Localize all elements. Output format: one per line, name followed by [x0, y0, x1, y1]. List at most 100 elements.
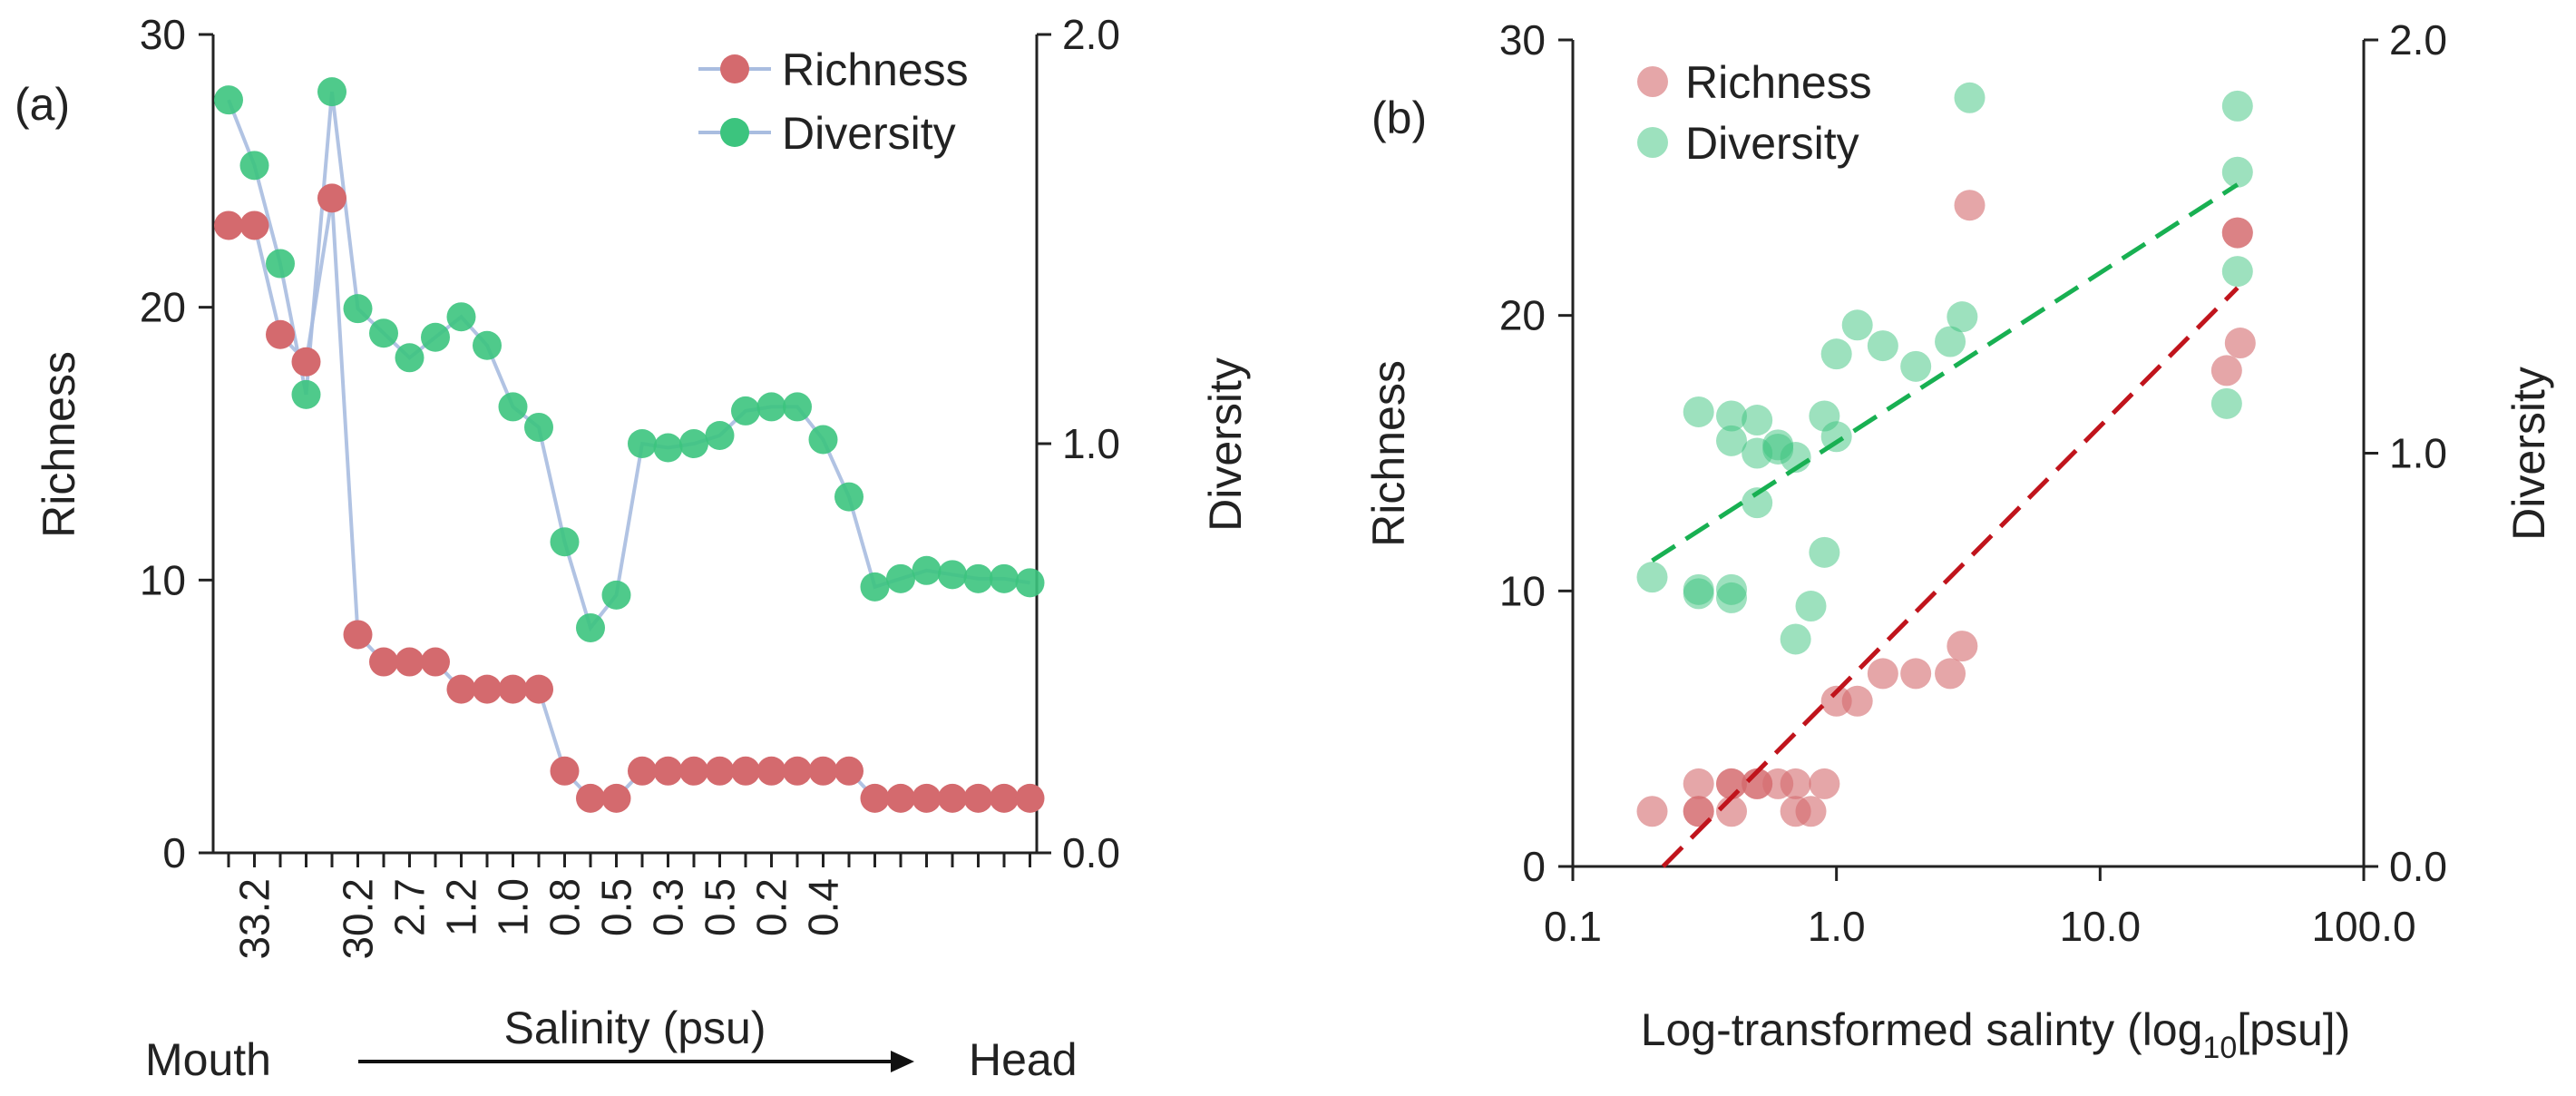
diversity-point [214, 85, 243, 115]
panel-b: (b) 0 10 20 30 0.0 1.0 2.0 0.1 1.0 10.0 100.0 Ri… [1363, 16, 2554, 1065]
diversity-scatter-point [1809, 536, 1840, 568]
richness-point [446, 674, 476, 704]
diversity-point [343, 294, 373, 324]
legend-b-richness-marker [1637, 66, 1668, 97]
panel-b-x-tick-label: 0.1 [1544, 903, 1602, 950]
richness-scatter-point [2210, 355, 2242, 387]
panel-a-ylabel-right: Diversity [1200, 357, 1251, 532]
panel-b-xlabel-subscript: 10 [2202, 1031, 2237, 1065]
richness-point [239, 210, 269, 240]
richness-point [731, 756, 760, 786]
richness-point [679, 756, 708, 786]
richness-point [938, 783, 967, 813]
legend-b-diversity-marker [1637, 127, 1668, 158]
panel-a-x-tick-label: 1.0 [490, 878, 537, 936]
diversity-scatter-point [1683, 396, 1714, 427]
richness-point [705, 756, 735, 786]
diversity-point [938, 560, 967, 590]
diversity-point [473, 330, 502, 360]
panel-a-left-ticks: 0 10 20 30 [140, 11, 213, 876]
diversity-scatter-point [1780, 623, 1811, 655]
richness-scatter-point [2224, 328, 2256, 359]
diversity-point [524, 412, 553, 442]
panel-a-right-tick-label: 1.0 [1062, 420, 1120, 467]
panel-b-x-tick-label: 100.0 [2311, 903, 2415, 950]
legend-a-diversity-label: Diversity [782, 108, 956, 159]
richness-point [756, 756, 786, 786]
diversity-point [653, 433, 683, 463]
panel-a-left-tick-label: 30 [140, 11, 186, 58]
panel-b-ylabel-left: Richness [1363, 360, 1414, 547]
diversity-scatter-point [1715, 582, 1747, 613]
richness-fit-line [1661, 286, 2239, 868]
diversity-point [550, 527, 580, 557]
richness-point [473, 674, 502, 704]
diversity-point [731, 396, 760, 426]
richness-point [317, 183, 346, 213]
diversity-point [369, 318, 398, 348]
panel-a-left-tick-label: 0 [162, 829, 186, 876]
richness-scatter-point [1809, 768, 1840, 799]
richness-point [628, 756, 657, 786]
panel-a-right-tick-label: 0.0 [1062, 829, 1120, 876]
richness-scatter-point [1780, 768, 1811, 799]
panel-b-right-tick-label: 1.0 [2389, 430, 2447, 477]
diversity-point [576, 612, 605, 642]
panel-b-right-ticks: 0.0 1.0 2.0 [2364, 16, 2447, 890]
richness-point [963, 783, 993, 813]
panel-b-ylabel-right: Diversity [2503, 367, 2554, 541]
richness-point [1015, 783, 1045, 813]
legend-a-diversity-marker [720, 118, 749, 147]
richness-point [834, 756, 864, 786]
richness-point [395, 647, 424, 677]
panel-a-x-tick-label: 30.2 [335, 878, 382, 960]
panel-a-x-tick-label: 0.2 [748, 878, 795, 936]
richness-point [576, 783, 605, 813]
diversity-scatter-point [1954, 82, 1986, 113]
diversity-scatter-point [1820, 421, 1852, 453]
panel-a-richness-line [229, 198, 1030, 800]
panel-a-label: (a) [15, 79, 70, 130]
diversity-scatter-point [1935, 326, 1966, 357]
richness-point [369, 647, 398, 677]
panel-a-left-tick-label: 10 [140, 556, 186, 603]
salinity-arrow-head [891, 1051, 914, 1072]
diversity-scatter-point [1715, 400, 1747, 432]
diversity-point [498, 392, 528, 422]
head-label: Head [969, 1034, 1078, 1085]
panel-a-x-tick-label: 33.2 [231, 878, 278, 960]
diversity-scatter-point [1820, 338, 1852, 370]
diversity-point [266, 249, 295, 279]
richness-scatter-point [1636, 796, 1668, 827]
diversity-scatter-point [1715, 425, 1747, 456]
diversity-scatter-point [1742, 487, 1773, 519]
diversity-scatter-point [2221, 156, 2253, 188]
panel-a-left-tick-label: 20 [140, 284, 186, 331]
diversity-scatter-point [1795, 591, 1827, 622]
panel-a-x-tick-label: 2.7 [386, 878, 434, 936]
panel-a-x-tick-label: 0.5 [697, 878, 744, 936]
richness-point [808, 756, 838, 786]
panel-b-x-ticks: 0.1 1.0 10.0 100.0 [1544, 866, 2416, 950]
panel-b-xlabel-suffix: [psu]) [2237, 1004, 2350, 1055]
richness-point [421, 647, 450, 677]
panel-a-right-tick-label: 2.0 [1062, 11, 1120, 58]
diversity-point [679, 429, 708, 458]
diversity-point [705, 420, 735, 450]
diversity-scatter-point [1947, 301, 1978, 333]
panel-b-left-tick-label: 10 [1499, 567, 1546, 614]
diversity-scatter-point [2221, 256, 2253, 288]
panel-b-x-tick-label: 1.0 [1808, 903, 1866, 950]
richness-scatter-point [2221, 217, 2253, 249]
panel-b-x-tick-label: 10.0 [2060, 903, 2142, 950]
diversity-scatter-point [1867, 330, 1898, 362]
richness-scatter-point [1683, 796, 1714, 827]
richness-scatter-point [1935, 658, 1966, 690]
richness-point [990, 783, 1019, 813]
panel-a-points [214, 77, 1045, 813]
richness-point [266, 319, 295, 349]
diversity-fit-line [1651, 182, 2239, 563]
richness-point [343, 620, 373, 650]
